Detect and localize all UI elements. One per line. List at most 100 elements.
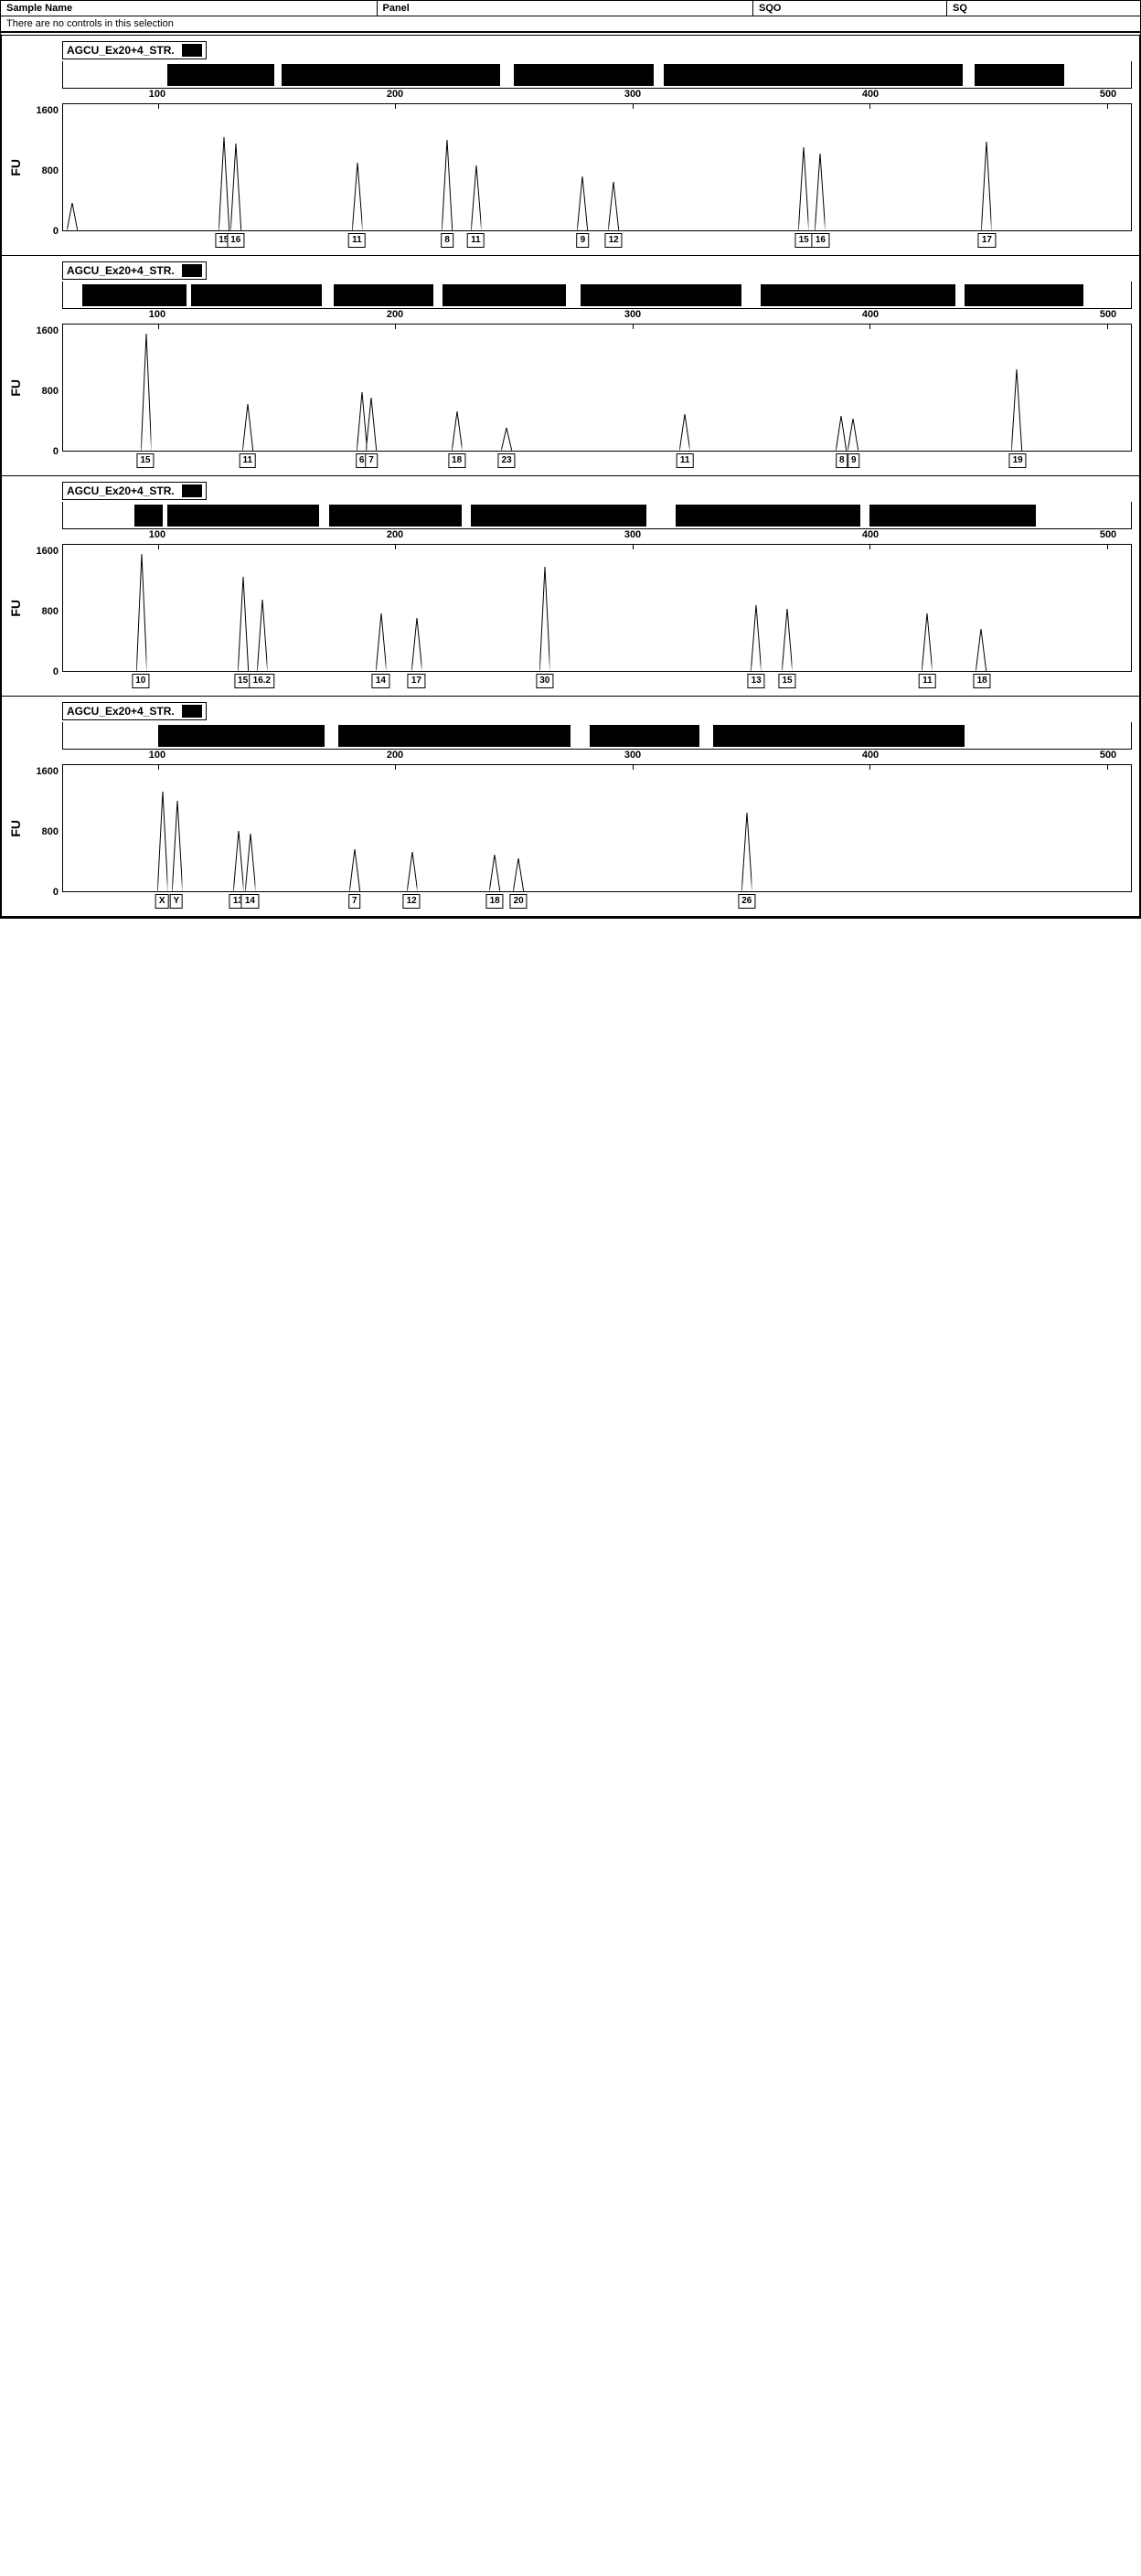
allele-label: 18 [448,453,465,468]
y-axis-ticks: 08001600 [24,764,62,892]
sample-color-swatch [182,44,202,57]
gel-band [134,505,163,527]
gel-band [713,725,965,747]
x-tick-label: 200 [387,309,403,320]
header-table: Sample Name Panel SQO SQ [0,0,1141,16]
allele-label-row: XY1314712182026 [62,892,1132,912]
gel-band [664,64,963,86]
peak [407,852,417,891]
sample-color-swatch [182,705,202,718]
allele-label: 16 [812,233,829,248]
sample-label-box: AGCU_Ex20+4_STR. [62,482,207,500]
allele-label: 18 [486,894,504,909]
peak [245,834,255,891]
peak [443,140,453,230]
y-axis-label: FU [9,764,24,892]
x-tick-label: 100 [149,89,165,100]
x-axis: 100200300400500 [62,750,1132,764]
peak [981,142,991,230]
allele-label: 26 [738,894,755,909]
peak [231,144,241,230]
x-tick-mark [633,103,634,109]
gel-band [329,505,462,527]
peak [679,414,689,451]
allele-label: 7 [348,894,361,909]
x-tick-label: 300 [624,309,641,320]
peak [751,605,761,671]
gel-lane [62,722,1132,750]
sample-label-box: AGCU_Ex20+4_STR. [62,702,207,720]
allele-label: 11 [467,233,485,248]
gel-band [167,505,319,527]
x-axis: 100200300400500 [62,309,1132,324]
plot-row: FU08001600 [9,544,1132,672]
peak [976,629,986,671]
peak [352,163,362,230]
y-axis-ticks: 08001600 [24,103,62,231]
x-tick-label: 200 [387,529,403,540]
gel-band [581,284,741,306]
x-tick-label: 300 [624,89,641,100]
gel-band [975,64,1065,86]
x-tick-label: 400 [862,750,879,761]
electropherogram-panel: AGCU_Ex20+4_STR.100200300400500FU0800160… [2,256,1139,476]
peak [376,613,386,671]
peak [357,392,367,451]
y-tick-label: 1600 [37,105,59,116]
x-tick-label: 200 [387,750,403,761]
y-tick-label: 800 [42,165,59,176]
x-tick-label: 300 [624,529,641,540]
sample-color-swatch [182,264,202,277]
x-tick-mark [1107,544,1108,549]
allele-label: 23 [498,453,516,468]
peak [411,618,421,671]
y-tick-label: 800 [42,386,59,397]
sample-label-text: AGCU_Ex20+4_STR. [67,705,175,718]
gel-band [334,284,433,306]
allele-label-row: 101516.214173013151118 [62,672,1132,692]
x-tick-label: 300 [624,750,641,761]
y-tick-label: 800 [42,826,59,837]
y-tick-label: 0 [53,666,59,677]
x-axis: 100200300400500 [62,89,1132,103]
plot-area [62,764,1132,892]
electropherogram-panels: AGCU_Ex20+4_STR.100200300400500FU0800160… [0,32,1141,919]
x-tick-mark [395,103,396,109]
x-tick-mark [1107,103,1108,109]
sample-label-text: AGCU_Ex20+4_STR. [67,264,175,277]
gel-band [338,725,570,747]
gel-band [590,725,698,747]
x-tick-mark [869,764,870,770]
y-axis-ticks: 08001600 [24,324,62,452]
plot-area [62,324,1132,452]
gel-band [761,284,955,306]
gel-band [869,505,1036,527]
allele-label: 9 [848,453,860,468]
allele-label: 10 [132,674,149,688]
x-tick-label: 400 [862,309,879,320]
x-tick-label: 500 [1100,529,1116,540]
col-panel: Panel [377,1,753,16]
x-tick-label: 100 [149,750,165,761]
allele-label: 15 [795,233,813,248]
peak [239,577,249,671]
sample-label-text: AGCU_Ex20+4_STR. [67,44,175,57]
x-tick-mark [1107,324,1108,329]
y-axis-label: FU [9,324,24,452]
x-tick-mark [633,764,634,770]
x-tick-mark [158,764,159,770]
y-axis-label: FU [9,544,24,672]
plot-area [62,544,1132,672]
allele-label-row: 1511671823118919 [62,452,1132,472]
gel-band [514,64,654,86]
allele-label: 14 [372,674,389,688]
allele-label: 16.2 [250,674,274,688]
x-tick-label: 100 [149,529,165,540]
x-tick-label: 400 [862,89,879,100]
gel-band [167,64,274,86]
peak [798,147,808,230]
allele-label: 16 [227,233,244,248]
plot-row: FU08001600 [9,103,1132,231]
peak [243,404,253,451]
allele-label: 15 [778,674,795,688]
